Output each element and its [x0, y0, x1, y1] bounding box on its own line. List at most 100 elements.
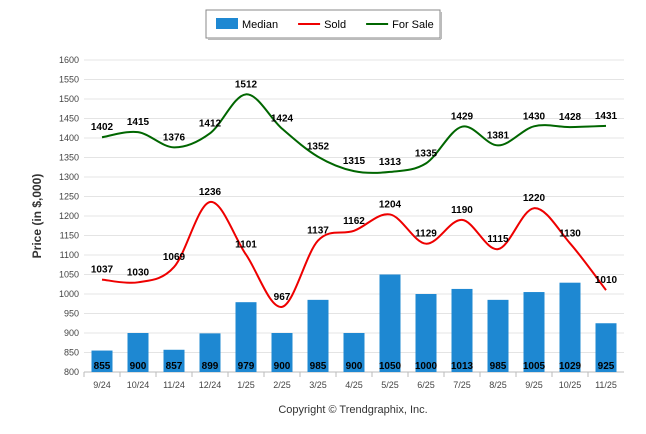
x-tick-label: 12/24 — [199, 380, 222, 390]
median-bar-label: 1013 — [451, 361, 474, 372]
legend-label-sold: Sold — [324, 19, 346, 31]
median-bar — [595, 323, 617, 372]
x-tick-label: 2/25 — [273, 380, 291, 390]
median-bar-label: 857 — [166, 361, 183, 372]
for-sale-point-label: 1376 — [163, 132, 186, 143]
median-bar — [559, 282, 581, 372]
median-bar — [199, 333, 221, 372]
median-bar-label: 1000 — [415, 361, 438, 372]
median-bar — [523, 292, 545, 372]
median-bar-label: 899 — [202, 361, 219, 372]
x-tick-label: 10/24 — [127, 380, 150, 390]
median-bar-label: 900 — [130, 361, 147, 372]
for-sale-point-label: 1431 — [595, 111, 618, 122]
sold-point-label: 1129 — [415, 229, 437, 240]
x-tick-label: 6/25 — [417, 380, 435, 390]
y-tick-label: 1000 — [59, 289, 79, 299]
for-sale-point-label: 1424 — [271, 114, 294, 125]
x-tick-label: 10/25 — [559, 380, 582, 390]
sold-line — [101, 200, 607, 308]
sold-point-label: 1115 — [487, 234, 509, 245]
x-tick-label: 7/25 — [453, 380, 471, 390]
y-tick-label: 950 — [64, 309, 79, 319]
y-tick-label: 1350 — [59, 153, 79, 163]
sold-point-label: 1162 — [343, 216, 365, 227]
x-tick-label: 8/25 — [489, 380, 507, 390]
x-tick-label: 11/24 — [163, 380, 185, 390]
median-bar — [127, 333, 149, 372]
median-bar-label: 900 — [274, 361, 291, 372]
for-sale-point-label: 1415 — [127, 117, 150, 128]
y-tick-label: 1500 — [59, 94, 79, 104]
median-bar — [487, 299, 509, 372]
x-tick-label: 1/25 — [237, 380, 255, 390]
sold-point-label: 1101 — [235, 240, 257, 251]
y-tick-label: 1550 — [59, 75, 79, 85]
y-tick-label: 1600 — [59, 55, 79, 65]
median-bar — [415, 294, 437, 372]
for-sale-point-label: 1315 — [343, 156, 366, 167]
median-bar-label: 985 — [490, 361, 507, 372]
y-tick-label: 1250 — [59, 192, 79, 202]
for-sale-point-label: 1402 — [91, 122, 114, 133]
median-bar-label: 1005 — [523, 361, 546, 372]
x-tick-label: 9/24 — [93, 380, 111, 390]
median-bar-label: 925 — [598, 361, 615, 372]
median-bar-label: 900 — [346, 361, 363, 372]
y-tick-label: 1050 — [59, 270, 79, 280]
for-sale-point-label: 1429 — [451, 112, 474, 123]
y-tick-label: 800 — [64, 367, 79, 377]
sold-point-label: 1190 — [451, 205, 473, 216]
y-tick-label: 1450 — [59, 114, 79, 124]
median-bar — [91, 350, 113, 372]
median-bar — [343, 333, 365, 372]
sold-point-label: 1236 — [199, 187, 222, 198]
y-tick-label: 1400 — [59, 133, 79, 143]
legend-label-for-sale: For Sale — [392, 19, 434, 31]
for-sale-point-label: 1352 — [307, 142, 330, 153]
x-tick-label: 11/25 — [595, 380, 617, 390]
for-sale-point-label: 1313 — [379, 157, 402, 168]
median-bar — [235, 302, 257, 372]
legend-box — [205, 9, 441, 39]
sold-point-label: 1130 — [559, 228, 581, 239]
median-bar-label: 979 — [238, 361, 255, 372]
x-tick-label: 5/25 — [381, 380, 399, 390]
sold-point-label: 967 — [274, 292, 291, 303]
x-tick-label: 4/25 — [345, 380, 363, 390]
sold-point-label: 1010 — [595, 275, 618, 286]
y-tick-label: 900 — [64, 328, 79, 338]
y-tick-label: 1150 — [60, 231, 79, 241]
y-tick-label: 1300 — [59, 172, 79, 182]
legend-label-median: Median — [242, 19, 278, 31]
for-sale-point-label: 1512 — [235, 79, 258, 90]
y-tick-label: 1200 — [59, 211, 79, 221]
x-tick-label: 9/25 — [525, 380, 543, 390]
median-bar-label: 1029 — [559, 361, 582, 372]
for-sale-point-label: 1381 — [487, 130, 510, 141]
legend-swatch-median — [216, 18, 238, 29]
chart-legend: Median Sold For Sale — [205, 9, 442, 40]
median-bar — [379, 274, 401, 372]
sold-point-label: 1220 — [523, 193, 546, 204]
y-tick-label: 1100 — [60, 250, 79, 260]
median-bar — [307, 299, 329, 372]
for-sale-point-label: 1430 — [523, 111, 546, 122]
median-bar — [451, 288, 473, 372]
median-bar-label: 985 — [310, 361, 327, 372]
median-bar-label: 1050 — [379, 361, 402, 372]
copyright-text: Copyright © Trendgraphix, Inc. — [278, 404, 427, 416]
for-sale-line — [101, 93, 607, 174]
y-tick-label: 850 — [64, 348, 79, 358]
median-bar — [271, 333, 293, 372]
sold-point-label: 1030 — [127, 267, 150, 278]
median-bar-label: 855 — [94, 361, 111, 372]
median-bar — [163, 349, 185, 372]
y-axis-title: Price (in $,000) — [30, 174, 44, 259]
for-sale-point-label: 1428 — [559, 112, 582, 123]
sold-point-label: 1037 — [91, 265, 114, 276]
x-tick-label: 3/25 — [309, 380, 327, 390]
for-sale-point-label: 1335 — [415, 148, 438, 159]
sold-point-label: 1137 — [307, 226, 329, 237]
